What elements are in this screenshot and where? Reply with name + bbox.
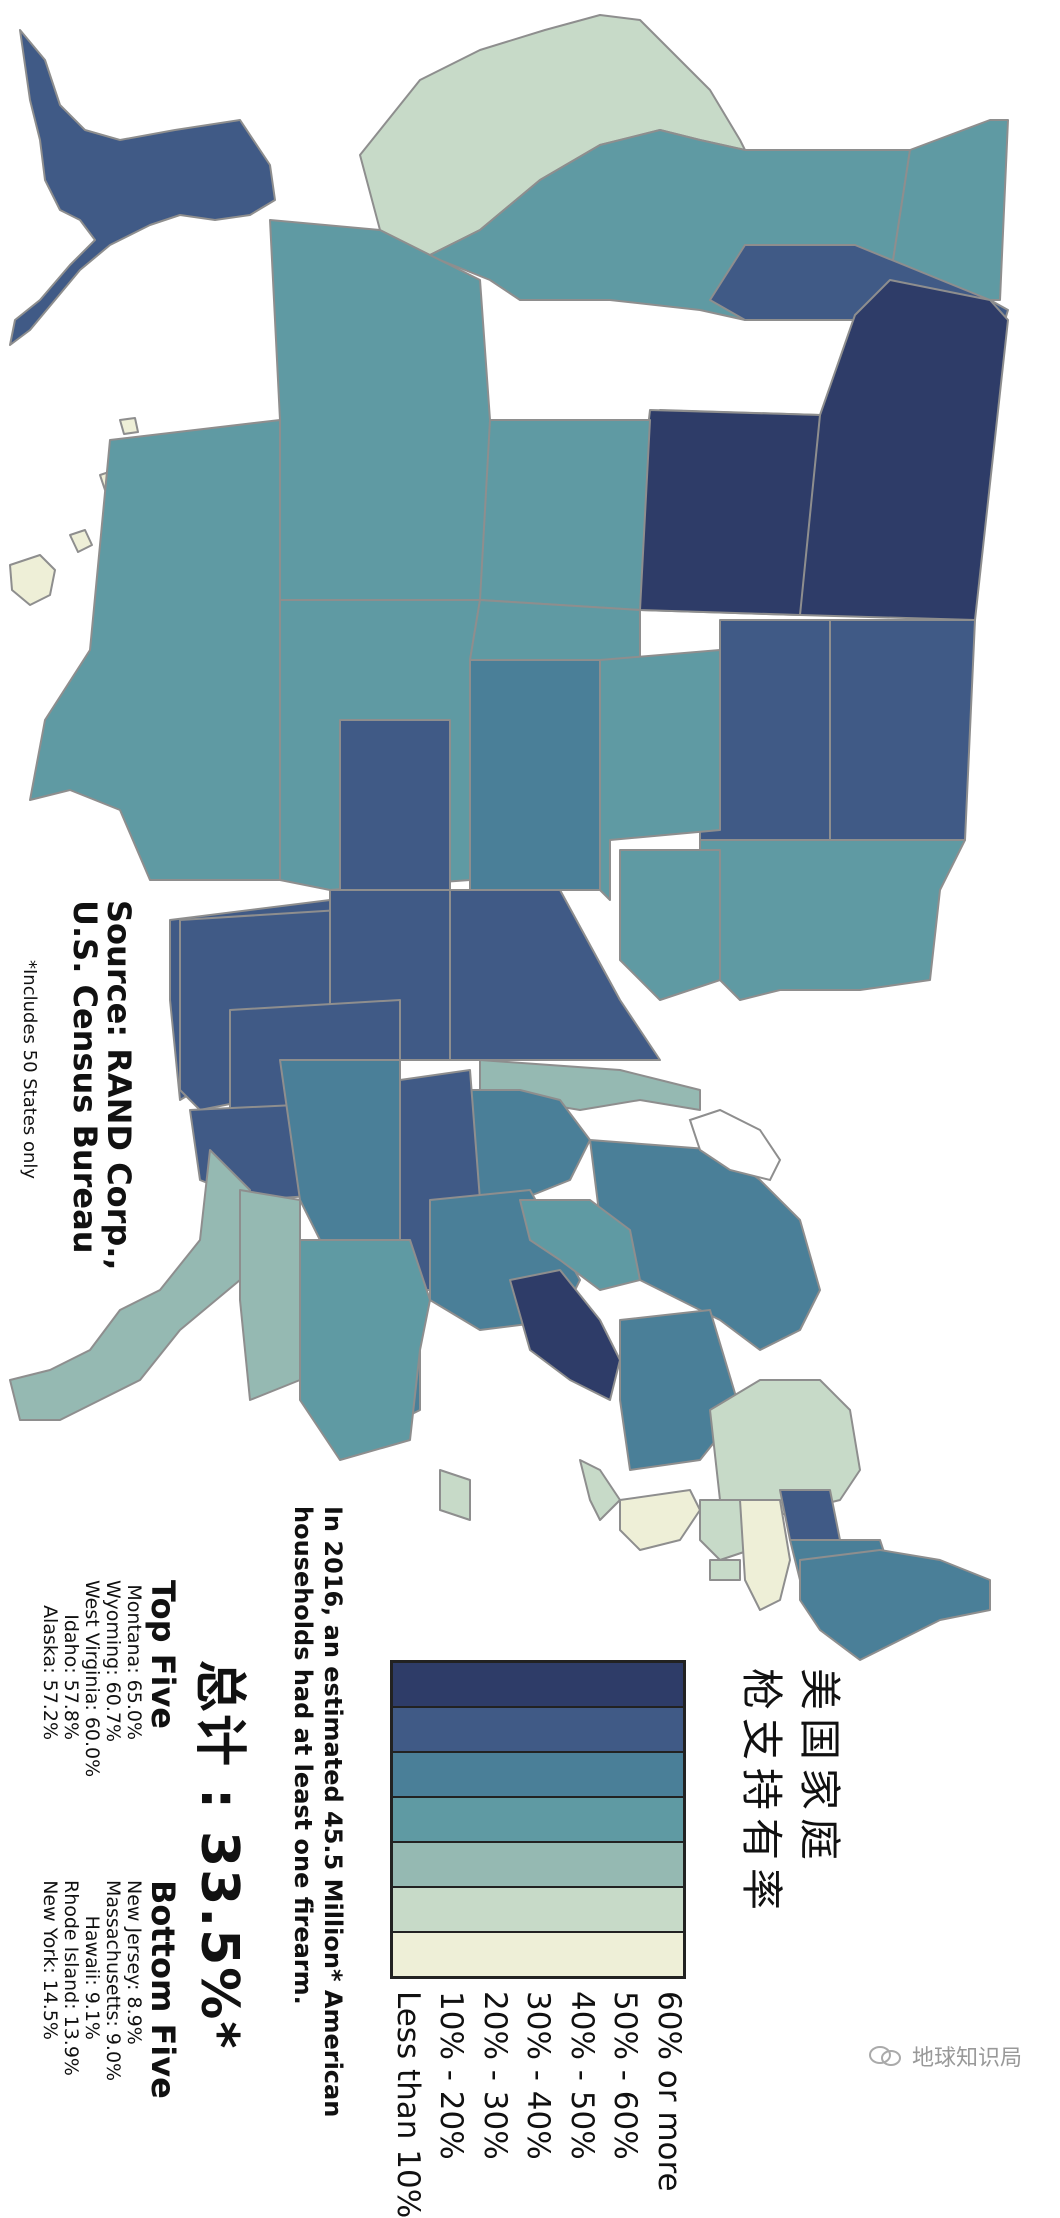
- state-new-mexico: [29, 419, 281, 881]
- list-item: West Virginia: 60.0%: [81, 1580, 103, 1778]
- legend-label: 30% - 40%: [520, 1991, 557, 2160]
- list-item: Hawaii: 9.1%: [81, 1915, 103, 2040]
- state-north-dakota: [829, 619, 976, 841]
- state-hawaii-kauai: [119, 417, 139, 435]
- watermark: 地球知识局: [868, 2040, 1022, 2072]
- legend-swatches: [390, 1660, 686, 1979]
- watermark-text: 地球知识局: [911, 2046, 1022, 2071]
- state-hawaii: [9, 554, 56, 606]
- legend-label: 40% - 50%: [564, 1991, 600, 2160]
- note-line-2: households had at least one firearm.: [289, 1506, 317, 2005]
- title-line-2: 枪支持有率: [737, 1668, 786, 1919]
- list-item: Wyoming: 60.7%: [102, 1580, 124, 1743]
- legend-swatch: [393, 1708, 683, 1753]
- ownership-note: In 2016, an estimated 45.5 Million* Amer…: [288, 1506, 348, 2117]
- state-maryland: [579, 1459, 621, 1521]
- source-line-2: U.S. Census Bureau: [66, 900, 104, 1254]
- us-choropleth-map: [9, 14, 1009, 1661]
- legend-labels: 60% or more 50% - 60% 40% - 50% 30% - 40% 20…: [386, 1991, 691, 2218]
- note-line-1: In 2016, an estimated 45.5 Million* Amer…: [319, 1506, 347, 2118]
- state-rhode-island: [709, 1559, 741, 1581]
- legend-label: 60% or more: [651, 1991, 687, 2192]
- source-credit: Source: RAND Corp., U.S. Census Bureau: [66, 900, 138, 1271]
- state-west-virginia: [509, 1269, 621, 1401]
- legend-swatch: [393, 1888, 683, 1933]
- legend: 60% or more 50% - 60% 40% - 50% 30% - 40% 20…: [386, 1660, 687, 2218]
- lake-michigan: [688, 1108, 782, 1182]
- bottom-five-heading: Bottom Five: [144, 1880, 182, 2099]
- legend-label: 20% - 30%: [477, 1991, 513, 2160]
- list-item: New Jersey: 8.9%: [123, 1880, 145, 2045]
- state-kansas: [599, 649, 721, 901]
- state-pennsylvania: [619, 1309, 741, 1471]
- state-hawaii-maui: [69, 529, 93, 553]
- state-massachusetts: [739, 1499, 791, 1611]
- list-item: Massachusetts: 9.0%: [102, 1880, 124, 2082]
- source-line-1: Source: RAND Corp.,: [100, 900, 138, 1271]
- state-connecticut: [699, 1499, 751, 1561]
- legend-swatch: [393, 1663, 683, 1708]
- legend-swatch: [393, 1798, 683, 1843]
- legend-swatch: [393, 1843, 683, 1888]
- bottom-five: Bottom Five New Jersey: 8.9% Massachuset…: [39, 1880, 182, 2099]
- list-item: Idaho: 57.8%: [60, 1614, 82, 1740]
- state-vermont: [779, 1489, 841, 1541]
- list-item: Rhode Island: 13.9%: [60, 1880, 82, 2076]
- total-value: 总计 : 33.5%*: [189, 1660, 249, 2051]
- state-utah: [479, 419, 651, 611]
- state-alaska: [9, 29, 276, 346]
- footnote: *Includes 50 States only: [19, 960, 40, 1180]
- state-wisconsin: [619, 849, 721, 1001]
- state-nebraska: [469, 659, 601, 891]
- list-item: Alaska: 57.2%: [39, 1605, 61, 1740]
- top-five-list: Montana: 65.0% Wyoming: 60.7% West Virgi…: [39, 1580, 145, 1778]
- map-title: 美国家庭 枪支持有率: [732, 1668, 848, 1918]
- state-minnesota: [699, 839, 966, 1001]
- state-maine: [799, 1549, 991, 1661]
- wechat-icon: [868, 2046, 901, 2066]
- legend-label: 50% - 60%: [607, 1991, 644, 2160]
- bottom-five-list: New Jersey: 8.9% Massachusetts: 9.0% Haw…: [39, 1880, 145, 2082]
- state-virginia: [299, 1239, 431, 1461]
- legend-swatch: [393, 1753, 683, 1798]
- state-new-jersey: [619, 1489, 701, 1551]
- list-item: Montana: 65.0%: [123, 1584, 145, 1740]
- legend-label: 10% - 20%: [433, 1991, 470, 2160]
- legend-label: Less than 10%: [390, 1991, 426, 2218]
- top-five-heading: Top Five: [144, 1580, 182, 1729]
- list-item: New York: 14.5%: [39, 1880, 61, 2040]
- title-line-1: 美国家庭: [795, 1668, 844, 1869]
- state-florida: [9, 1149, 251, 1421]
- state-south-carolina: [239, 1189, 301, 1401]
- legend-swatch: [393, 1933, 683, 1976]
- state-oklahoma: [339, 719, 451, 901]
- state-wyoming: [639, 409, 821, 616]
- top-five: Top Five Montana: 65.0% Wyoming: 60.7% W…: [39, 1580, 182, 1778]
- state-nevada: [269, 219, 491, 601]
- state-delaware: [439, 1469, 471, 1521]
- state-ohio: [519, 1199, 641, 1291]
